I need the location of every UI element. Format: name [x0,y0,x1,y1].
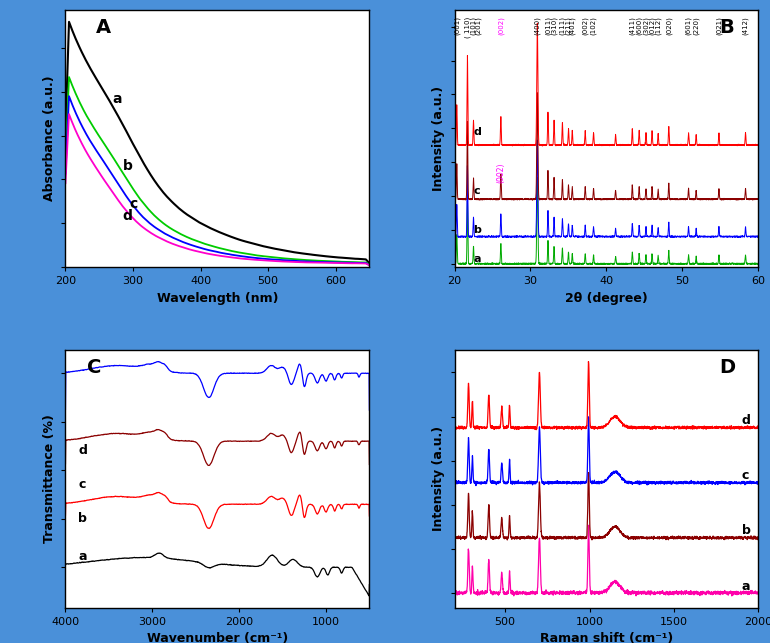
Text: (302): (302) [643,17,649,35]
Text: (201): (201) [475,17,481,35]
Text: c: c [129,197,138,212]
X-axis label: Wavelength (nm): Wavelength (nm) [156,292,278,305]
Text: a: a [79,550,87,563]
Text: (600): (600) [636,17,642,35]
Text: a: a [742,579,750,592]
Text: b: b [79,512,87,525]
Text: (400): (400) [534,17,541,35]
Text: d: d [123,210,132,224]
Text: c: c [474,186,480,197]
Text: (310): (310) [551,17,557,35]
Text: (002): (002) [497,162,505,183]
Text: c: c [742,469,749,482]
Text: (112): (112) [655,17,661,35]
Text: (021): (021) [715,17,722,35]
Text: (111): (111) [559,17,566,35]
Text: b: b [123,159,132,173]
Text: A: A [95,18,111,37]
Y-axis label: Intensity (a.u.): Intensity (a.u.) [432,86,445,191]
Text: (220): (220) [693,17,699,35]
Text: a: a [474,255,481,264]
Y-axis label: Absorbance (a.u.): Absorbance (a.u.) [42,76,55,201]
Text: B: B [719,18,734,37]
Text: ( 110): ( 110) [464,17,470,38]
Y-axis label: Intensity (a.u.): Intensity (a.u.) [432,426,445,531]
Text: (002): (002) [497,17,504,35]
Text: a: a [112,92,122,105]
Text: C: C [87,358,101,377]
Text: (011): (011) [544,17,551,35]
Text: (401): (401) [569,17,575,35]
X-axis label: Wavenumber (cm⁻¹): Wavenumber (cm⁻¹) [147,632,288,643]
Text: D: D [719,358,735,377]
Text: b: b [742,525,751,538]
Text: (411): (411) [629,17,635,35]
Text: d: d [742,414,751,427]
Text: (211): (211) [565,17,572,35]
Text: (101): (101) [470,17,477,35]
Text: d: d [79,444,87,457]
Text: (020): (020) [665,17,672,35]
Text: (601): (601) [685,17,691,35]
Text: c: c [79,478,85,491]
Y-axis label: Transmittance (%): Transmittance (%) [42,414,55,543]
Text: d: d [474,127,481,137]
Text: (102): (102) [591,17,597,35]
X-axis label: 2θ (degree): 2θ (degree) [565,292,648,305]
Text: (012): (012) [649,17,655,35]
Text: (412): (412) [742,17,748,35]
Text: (001): (001) [454,17,460,35]
X-axis label: Raman shift (cm⁻¹): Raman shift (cm⁻¹) [540,632,673,643]
Text: (002): (002) [582,17,588,35]
Text: b: b [474,226,481,235]
